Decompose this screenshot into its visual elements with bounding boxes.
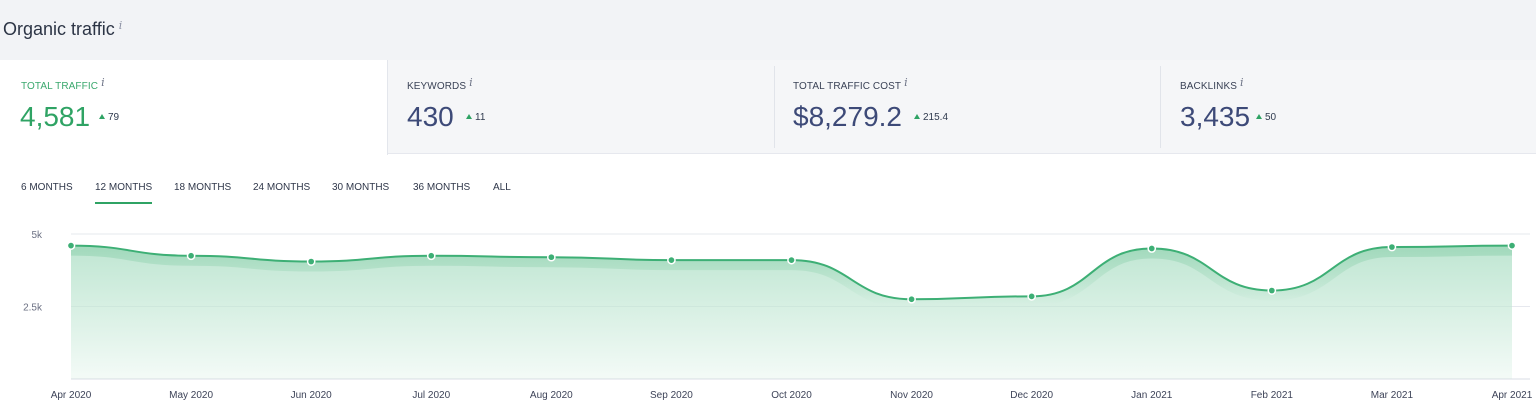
range-tab-all[interactable]: ALL — [493, 182, 511, 193]
up-triangle-icon — [99, 114, 105, 119]
metric-value: 3,435 — [1180, 101, 1251, 132]
data-point[interactable] — [1147, 244, 1157, 253]
info-icon[interactable]: i — [101, 76, 105, 89]
metric-label: TOTAL TRAFFIC COST i — [793, 76, 908, 92]
divider — [1160, 66, 1161, 148]
range-tab-24-months[interactable]: 24 MONTHS — [253, 182, 311, 193]
range-tab-6-months[interactable]: 6 MONTHS — [21, 182, 73, 193]
x-tick-label: Jan 2021 — [1131, 390, 1173, 401]
data-point[interactable] — [66, 241, 76, 250]
data-point[interactable] — [907, 294, 916, 304]
metric-delta: 79 — [99, 112, 119, 123]
x-tick-label: Jun 2020 — [291, 390, 333, 401]
up-triangle-icon — [914, 114, 920, 119]
x-tick-label: Nov 2020 — [890, 390, 933, 401]
info-icon[interactable]: i — [1240, 76, 1244, 89]
data-point[interactable] — [787, 255, 796, 265]
series-area — [71, 245, 1512, 379]
x-tick-label: Apr 2021 — [1492, 390, 1533, 401]
range-tab-12-months[interactable]: 12 MONTHS — [95, 182, 153, 204]
info-icon[interactable]: i — [469, 76, 473, 89]
page-title: Organic traffic i — [3, 19, 123, 39]
data-point[interactable] — [667, 255, 676, 265]
metric-value: 4,581 — [20, 101, 91, 132]
data-point[interactable] — [1387, 242, 1397, 252]
range-tabs: 6 MONTHS 12 MONTHS 18 MONTHS 24 MONTHS 3… — [0, 182, 600, 208]
info-icon[interactable]: i — [118, 19, 123, 32]
metric-value: 430 — [407, 101, 454, 132]
x-tick-label: Apr 2020 — [51, 390, 92, 401]
range-tab-30-months[interactable]: 30 MONTHS — [332, 182, 390, 193]
data-point[interactable] — [426, 251, 436, 261]
range-tab-36-months[interactable]: 36 MONTHS — [413, 182, 471, 193]
range-tab-18-months[interactable]: 18 MONTHS — [174, 182, 232, 193]
data-point[interactable] — [1507, 241, 1517, 250]
data-point[interactable] — [306, 257, 316, 266]
traffic-chart: 5k 2.5k Apr 2020 May 2020 Jun 2020 Jul 2020 Au… — [23, 230, 1533, 401]
metric-value: $8,279.2 — [793, 101, 902, 132]
data-point[interactable] — [1027, 292, 1037, 301]
metric-delta: 11 — [466, 112, 485, 123]
metric-label: KEYWORDS i — [407, 76, 473, 92]
metric-keywords[interactable]: KEYWORDS i 430 11 — [388, 60, 774, 154]
up-triangle-icon — [1256, 114, 1262, 119]
y-tick-label: 5k — [31, 230, 43, 241]
x-tick-label: May 2020 — [169, 390, 213, 401]
up-triangle-icon — [466, 114, 472, 119]
metric-delta: 50 — [1256, 112, 1276, 123]
page-header: Organic traffic i — [0, 0, 1536, 60]
metrics-bar: TOTAL TRAFFIC i 4,581 79 KEYWORDS i 430 11… — [0, 60, 1536, 155]
metric-delta: 215.4 — [914, 112, 948, 123]
x-tick-label: Jul 2020 — [412, 390, 450, 401]
x-tick-label: Feb 2021 — [1251, 390, 1294, 401]
x-tick-label: Mar 2021 — [1371, 390, 1414, 401]
divider — [774, 66, 775, 148]
y-tick-label: 2.5k — [23, 303, 43, 314]
data-point[interactable] — [546, 252, 556, 262]
series-line-shadow — [70, 245, 1513, 310]
x-tick-label: Sep 2020 — [650, 390, 693, 401]
x-tick-label: Oct 2020 — [771, 390, 812, 401]
info-icon[interactable]: i — [904, 76, 908, 89]
metric-label: TOTAL TRAFFIC i — [21, 76, 105, 92]
x-tick-label: Dec 2020 — [1010, 390, 1053, 401]
metric-backlinks[interactable]: BACKLINKS i 3,435 50 — [1160, 60, 1536, 154]
metric-total-traffic[interactable]: TOTAL TRAFFIC i 4,581 79 — [0, 60, 388, 155]
data-point[interactable] — [1267, 286, 1277, 295]
data-point[interactable] — [186, 251, 196, 261]
metric-total-traffic-cost[interactable]: TOTAL TRAFFIC COST i $8,279.2 215.4 — [774, 60, 1160, 154]
x-tick-label: Aug 2020 — [530, 390, 573, 401]
metric-label: BACKLINKS i — [1180, 76, 1244, 92]
